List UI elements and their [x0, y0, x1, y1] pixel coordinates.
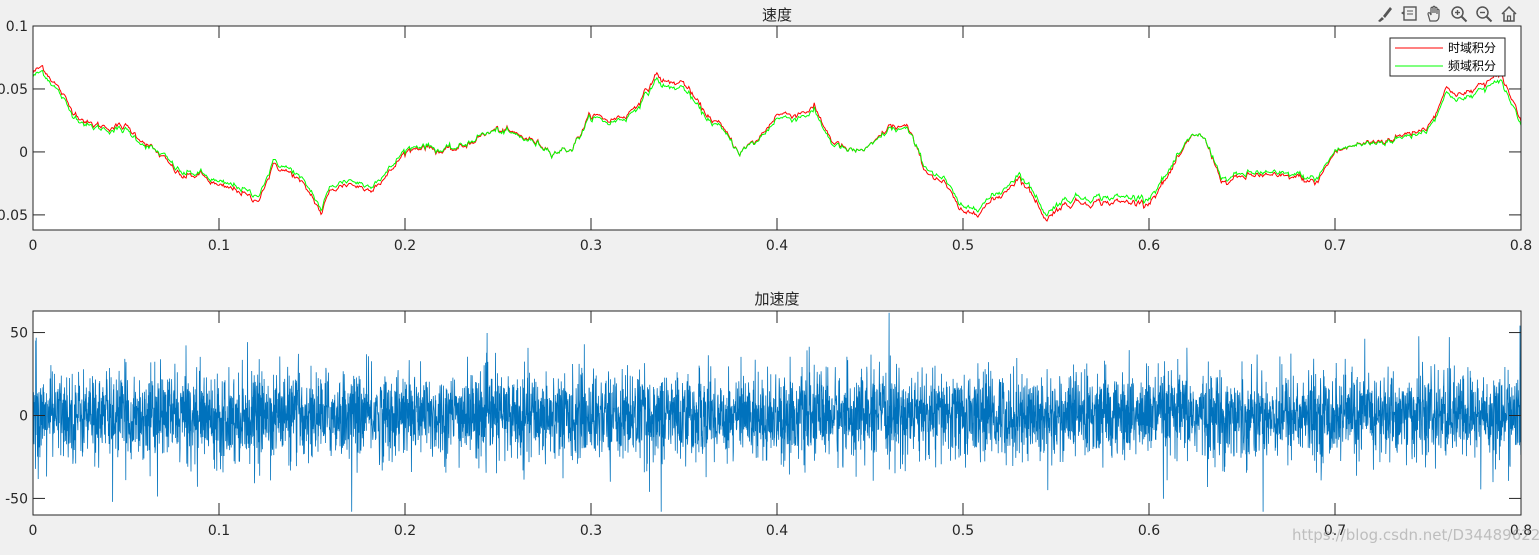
- velocity-xtick-label: 0.4: [766, 238, 788, 254]
- velocity-xtick-label: 0.8: [1510, 238, 1532, 254]
- velocity-xtick-label: 0: [29, 238, 38, 254]
- home-button[interactable]: [1497, 3, 1520, 25]
- watermark-text: https://blog.csdn.net/D344896224: [1292, 526, 1539, 544]
- velocity-legend[interactable]: 时域积分 频域积分: [1389, 37, 1506, 77]
- velocity-xtick-label: 0.2: [394, 238, 416, 254]
- brush-icon: [1377, 7, 1392, 22]
- acceleration-xtick-label: 0.1: [208, 523, 230, 539]
- series-time-domain-line: [33, 64, 1521, 222]
- zoom-in-icon: [1450, 6, 1467, 23]
- acceleration-ytick-label: -50: [5, 491, 28, 507]
- velocity-axes[interactable]: 速度 00.10.20.30.40.50.60.70.80.10.050-0.0…: [0, 6, 1532, 254]
- home-icon: [1500, 5, 1517, 22]
- pan-hand-icon: [1426, 5, 1440, 22]
- acceleration-xtick-label: 0.2: [394, 523, 416, 539]
- acceleration-xtick-label: 0.7: [1324, 523, 1346, 539]
- acceleration-series-line: [33, 312, 1521, 512]
- velocity-ytick-label: 0.05: [0, 82, 28, 98]
- acceleration-xtick-label: 0.3: [580, 523, 602, 539]
- velocity-axes-box: [32, 25, 1522, 231]
- series-freq-domain-line: [33, 70, 1521, 217]
- velocity-xtick-label: 0.3: [580, 238, 602, 254]
- axes-toolbar: [1372, 2, 1520, 26]
- acceleration-xtick-label: 0.4: [766, 523, 788, 539]
- zoom-in-button[interactable]: [1447, 3, 1470, 25]
- velocity-xtick-label: 0.7: [1324, 238, 1346, 254]
- acceleration-series-group: [33, 312, 1521, 512]
- acceleration-title: 加速度: [754, 290, 799, 308]
- legend-box: [1389, 37, 1506, 77]
- acceleration-xtick-label: 0: [29, 523, 38, 539]
- datatip-icon: [1400, 6, 1417, 21]
- velocity-ticks: 00.10.20.30.40.50.60.70.80.10.050-0.05: [0, 19, 1532, 254]
- acceleration-xtick-label: 0.5: [952, 523, 974, 539]
- velocity-series-group: [33, 64, 1521, 222]
- acceleration-ytick-label: 50: [10, 326, 28, 342]
- zoom-out-icon: [1475, 6, 1492, 23]
- pan-button[interactable]: [1422, 3, 1445, 25]
- datatip-button[interactable]: [1397, 3, 1420, 25]
- velocity-ytick-label: -0.05: [0, 208, 28, 224]
- brush-button[interactable]: [1372, 3, 1395, 25]
- velocity-ytick-label: 0.1: [6, 19, 28, 35]
- velocity-title: 速度: [762, 6, 792, 24]
- velocity-xtick-label: 0.6: [1138, 238, 1160, 254]
- velocity-xtick-label: 0.5: [952, 238, 974, 254]
- legend-label-freq-domain: 频域积分: [1448, 59, 1496, 73]
- acceleration-axes-box: [32, 310, 1522, 516]
- acceleration-ytick-label: 0: [19, 408, 28, 424]
- velocity-xtick-label: 0.1: [208, 238, 230, 254]
- zoom-out-button[interactable]: [1472, 3, 1495, 25]
- legend-label-time-domain: 时域积分: [1448, 41, 1496, 55]
- velocity-ytick-label: 0: [19, 145, 28, 161]
- velocity-plot-area: [33, 26, 1521, 230]
- acceleration-xtick-label: 0.8: [1510, 523, 1532, 539]
- acceleration-xtick-label: 0.6: [1138, 523, 1160, 539]
